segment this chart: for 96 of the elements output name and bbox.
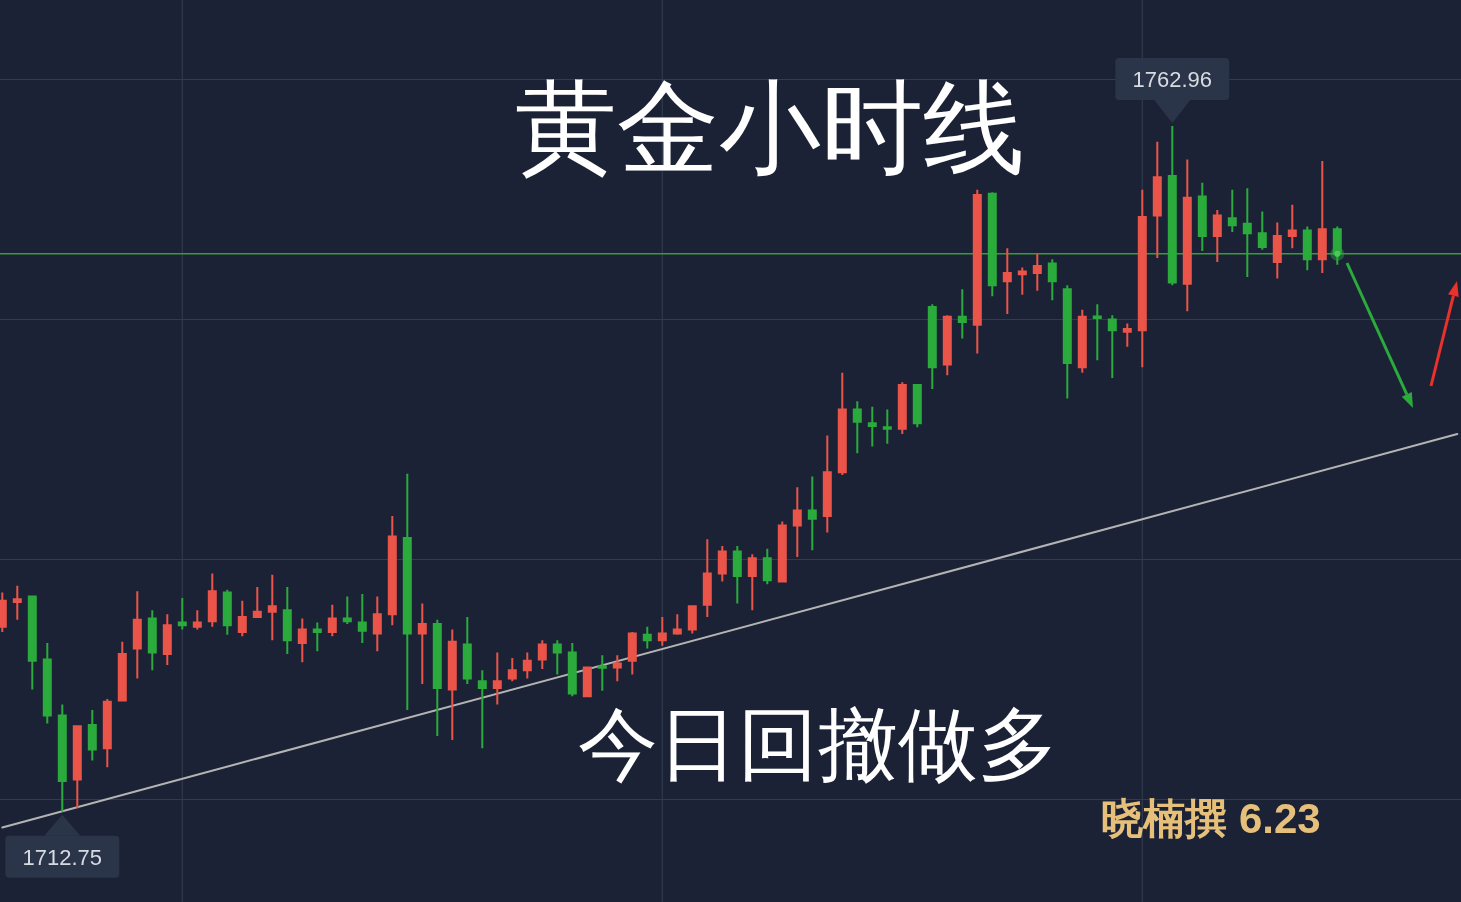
candlestick <box>1227 188 1237 233</box>
candlestick <box>1062 284 1072 400</box>
candlestick <box>747 553 757 612</box>
candlestick <box>1077 308 1087 374</box>
candlestick <box>1332 225 1342 266</box>
candlestick <box>1257 210 1267 251</box>
candlestick <box>1212 209 1222 264</box>
candlestick <box>1152 140 1162 259</box>
candlestick <box>492 651 502 706</box>
candlestick <box>177 596 187 631</box>
candlestick <box>792 486 802 558</box>
candlestick <box>1242 187 1252 279</box>
candlestick <box>1167 125 1177 287</box>
candlestick <box>612 654 622 683</box>
price-label: 1762.96 <box>1115 58 1230 123</box>
candlestick <box>387 515 397 627</box>
candlestick <box>267 573 277 642</box>
candlestick <box>912 383 922 429</box>
candlestick <box>957 288 967 340</box>
candlestick <box>72 725 82 810</box>
price-label: 1712.75 <box>5 814 120 878</box>
candlestick <box>147 609 157 672</box>
candlestick <box>282 586 292 655</box>
candlestick <box>537 639 547 670</box>
candlestick <box>132 590 142 680</box>
candlestick <box>102 698 112 769</box>
candlestick <box>882 408 892 445</box>
candlestick <box>687 605 697 635</box>
candlestick <box>657 616 667 647</box>
candlestick <box>672 613 682 636</box>
candlestick <box>417 602 427 686</box>
candlestick <box>717 545 727 583</box>
candlestick <box>507 657 517 683</box>
annotation: 1762.96 <box>1132 67 1213 92</box>
candlestick <box>312 621 322 653</box>
candlestick <box>552 639 562 676</box>
candlestick <box>192 609 202 631</box>
candlestick <box>252 586 262 619</box>
candlestick <box>1017 266 1027 296</box>
candlestick <box>627 631 637 676</box>
candlestick <box>837 371 847 477</box>
candlestick <box>822 434 832 534</box>
candlestick <box>327 603 337 638</box>
candlestick <box>87 708 97 762</box>
candlestick <box>897 381 907 436</box>
candlestick <box>762 547 772 586</box>
candlestick <box>57 703 67 813</box>
candlestick <box>222 588 232 636</box>
candlestick <box>732 545 742 605</box>
candlestick <box>1002 247 1012 315</box>
candlestick <box>1302 225 1312 272</box>
text: 今日回撤做多 <box>578 700 1058 789</box>
candlestick <box>372 595 382 653</box>
candlestick <box>342 595 352 625</box>
candlestick <box>852 400 862 455</box>
candlestick <box>27 595 37 691</box>
candlestick <box>1317 159 1327 274</box>
candlestick <box>942 314 952 377</box>
candlestick <box>237 599 247 638</box>
candlestick <box>702 538 712 619</box>
candlestick <box>1122 322 1132 348</box>
candlestick <box>927 303 937 391</box>
candlestick <box>1032 252 1042 292</box>
candlestick <box>402 472 412 711</box>
candlestick <box>777 520 787 583</box>
candlestick <box>1092 303 1102 362</box>
candlestick <box>1182 158 1192 313</box>
candlestick <box>297 617 307 664</box>
candlestick <box>42 642 52 725</box>
annotation: 1712.75 <box>22 844 103 870</box>
candlestick <box>1107 314 1117 380</box>
candlestick <box>462 616 472 686</box>
candlestick <box>522 651 532 680</box>
candlestick <box>1047 258 1057 302</box>
annotation: 晓楠撰 6.23 <box>1101 795 1321 842</box>
chart-title: 黄金小时线 <box>515 71 1025 185</box>
candlestick <box>1287 203 1297 250</box>
candlestick <box>582 666 592 698</box>
candlestick <box>12 584 22 621</box>
candlestick <box>1137 188 1147 369</box>
candlestick <box>597 654 607 692</box>
candlestick <box>117 640 127 702</box>
candlestick <box>642 625 652 650</box>
candlestick <box>987 191 997 298</box>
candlestick <box>357 592 367 645</box>
candlestick <box>1197 181 1207 253</box>
candlestick <box>162 613 172 666</box>
candlestick <box>207 572 217 628</box>
candlestick <box>1272 221 1282 280</box>
candlestick <box>867 405 877 448</box>
candlestick <box>567 642 577 698</box>
candlestick <box>432 618 442 737</box>
candlestick <box>972 188 982 355</box>
candlestick <box>447 628 457 741</box>
candlestick <box>477 669 487 750</box>
candlestick <box>807 475 817 552</box>
